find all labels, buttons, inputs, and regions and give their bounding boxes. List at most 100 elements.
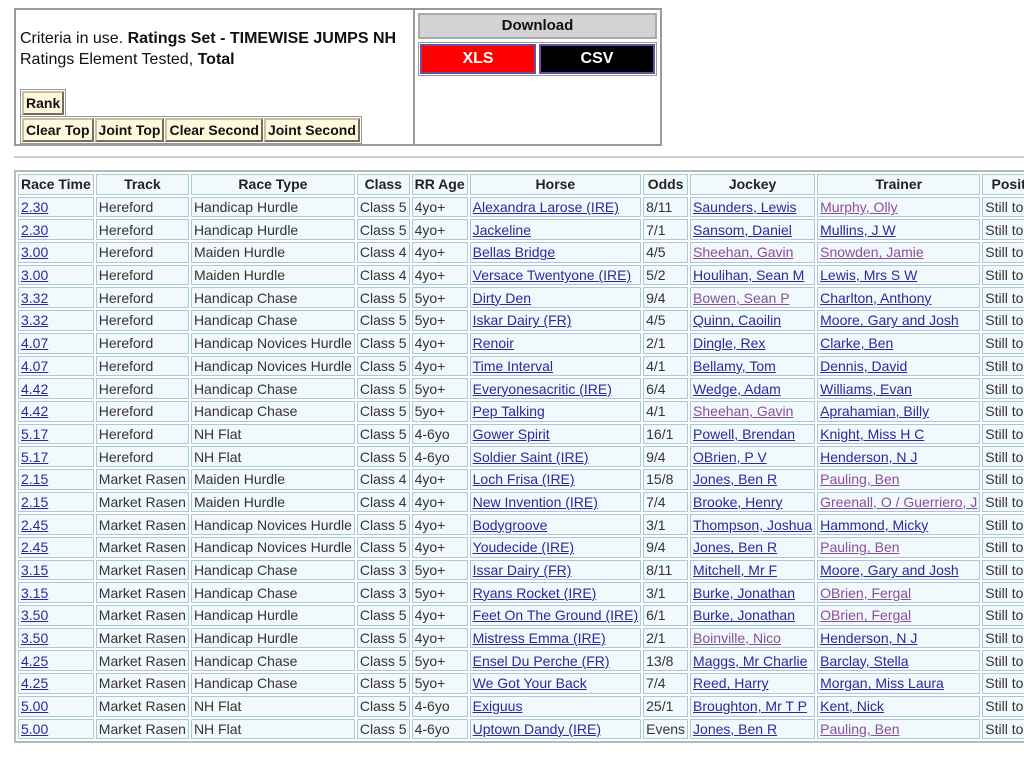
jockey-link[interactable]: Sheehan, Gavin bbox=[693, 403, 794, 420]
trainer-link[interactable]: Mullins, J W bbox=[820, 221, 896, 238]
horse-link[interactable]: Time Interval bbox=[472, 357, 554, 374]
jockey-link[interactable]: Broughton, Mr T P bbox=[693, 698, 807, 715]
race-time-link[interactable]: 2.30 bbox=[21, 199, 49, 216]
clear-top-button[interactable]: Clear Top bbox=[22, 118, 94, 142]
horse-link[interactable]: Everyonesacritic (IRE) bbox=[472, 380, 612, 397]
jockey-link[interactable]: Sheehan, Gavin bbox=[693, 244, 794, 261]
jockey-link[interactable]: Bowen, Sean P bbox=[693, 289, 790, 306]
horse-link[interactable]: Ensel Du Perche (FR) bbox=[472, 652, 610, 669]
horse-link[interactable]: Feet On The Ground (IRE) bbox=[472, 607, 639, 624]
race-time-link[interactable]: 2.45 bbox=[21, 516, 49, 533]
trainer-link[interactable]: Pauling, Ben bbox=[820, 720, 900, 737]
horse-link[interactable]: Pep Talking bbox=[472, 403, 545, 420]
trainer-link[interactable]: Henderson, N J bbox=[820, 448, 918, 465]
jockey-link[interactable]: Reed, Harry bbox=[693, 675, 769, 692]
trainer-link[interactable]: Aprahamian, Billy bbox=[820, 403, 930, 420]
race-time-link[interactable]: 2.15 bbox=[21, 493, 49, 510]
csv-download-button[interactable]: CSV bbox=[539, 44, 655, 74]
horse-link[interactable]: Iskar Dairy (FR) bbox=[472, 312, 572, 329]
trainer-link[interactable]: Charlton, Anthony bbox=[820, 289, 932, 306]
horse-link[interactable]: Versace Twentyone (IRE) bbox=[472, 267, 632, 284]
trainer-link[interactable]: Moore, Gary and Josh bbox=[820, 312, 959, 329]
race-time-link[interactable]: 3.32 bbox=[21, 312, 49, 329]
jockey-link[interactable]: Quinn, Caoilin bbox=[693, 312, 781, 329]
race-time-link[interactable]: 4.42 bbox=[21, 380, 49, 397]
horse-link[interactable]: Exiguus bbox=[472, 698, 523, 715]
horse-link[interactable]: New Invention (IRE) bbox=[472, 493, 598, 510]
joint-second-button[interactable]: Joint Second bbox=[263, 118, 360, 142]
race-time-link[interactable]: 3.15 bbox=[21, 584, 49, 601]
trainer-link[interactable]: Greenall, O / Guerriero, J bbox=[820, 493, 978, 510]
trainer-link[interactable]: Murphy, Olly bbox=[820, 199, 898, 216]
horse-link[interactable]: Renoir bbox=[472, 335, 514, 352]
race-time-link[interactable]: 5.17 bbox=[21, 425, 49, 442]
trainer-link[interactable]: Hammond, Micky bbox=[820, 516, 929, 533]
race-time-link[interactable]: 5.00 bbox=[21, 720, 49, 737]
horse-link[interactable]: We Got Your Back bbox=[472, 675, 587, 692]
trainer-link[interactable]: Snowden, Jamie bbox=[820, 244, 924, 261]
horse-link[interactable]: Mistress Emma (IRE) bbox=[472, 630, 606, 647]
horse-link[interactable]: Uptown Dandy (IRE) bbox=[472, 720, 602, 737]
joint-top-button[interactable]: Joint Top bbox=[94, 118, 165, 142]
xls-download-button[interactable]: XLS bbox=[420, 44, 536, 74]
race-time-link[interactable]: 3.32 bbox=[21, 289, 49, 306]
trainer-link[interactable]: Dennis, David bbox=[820, 357, 908, 374]
trainer-link[interactable]: Knight, Miss H C bbox=[820, 425, 925, 442]
clear-second-button[interactable]: Clear Second bbox=[165, 118, 263, 142]
trainer-link[interactable]: Pauling, Ben bbox=[820, 539, 900, 556]
jockey-link[interactable]: Houlihan, Sean M bbox=[693, 267, 805, 284]
trainer-link[interactable]: Moore, Gary and Josh bbox=[820, 562, 959, 579]
race-time-link[interactable]: 3.50 bbox=[21, 607, 49, 624]
jockey-link[interactable]: Brooke, Henry bbox=[693, 493, 783, 510]
jockey-link[interactable]: Jones, Ben R bbox=[693, 471, 778, 488]
race-time-link[interactable]: 3.50 bbox=[21, 630, 49, 647]
race-time-link[interactable]: 4.07 bbox=[21, 357, 49, 374]
jockey-link[interactable]: Maggs, Mr Charlie bbox=[693, 652, 808, 669]
trainer-link[interactable]: Kent, Nick bbox=[820, 698, 884, 715]
jockey-link[interactable]: Jones, Ben R bbox=[693, 539, 778, 556]
jockey-link[interactable]: Thompson, Joshua bbox=[693, 516, 813, 533]
jockey-link[interactable]: Bellamy, Tom bbox=[693, 357, 776, 374]
jockey-link[interactable]: Saunders, Lewis bbox=[693, 199, 797, 216]
race-time-link[interactable]: 2.45 bbox=[21, 539, 49, 556]
trainer-link[interactable]: Henderson, N J bbox=[820, 630, 918, 647]
race-time-link[interactable]: 3.00 bbox=[21, 267, 49, 284]
trainer-link[interactable]: OBrien, Fergal bbox=[820, 584, 912, 601]
rank-button[interactable]: Rank bbox=[22, 91, 65, 115]
horse-link[interactable]: Bodygroove bbox=[472, 516, 548, 533]
jockey-link[interactable]: Wedge, Adam bbox=[693, 380, 781, 397]
jockey-link[interactable]: OBrien, P V bbox=[693, 448, 767, 465]
jockey-link[interactable]: Burke, Jonathan bbox=[693, 584, 796, 601]
race-time-link[interactable]: 4.42 bbox=[21, 403, 49, 420]
horse-link[interactable]: Ryans Rocket (IRE) bbox=[472, 584, 597, 601]
jockey-link[interactable]: Powell, Brendan bbox=[693, 425, 795, 442]
race-time-link[interactable]: 3.00 bbox=[21, 244, 49, 261]
race-time-link[interactable]: 5.17 bbox=[21, 448, 49, 465]
race-time-link[interactable]: 2.30 bbox=[21, 221, 49, 238]
jockey-link[interactable]: Boinville, Nico bbox=[693, 630, 781, 647]
race-time-link[interactable]: 4.25 bbox=[21, 652, 49, 669]
horse-link[interactable]: Alexandra Larose (IRE) bbox=[472, 199, 619, 216]
race-time-link[interactable]: 4.25 bbox=[21, 675, 49, 692]
jockey-link[interactable]: Sansom, Daniel bbox=[693, 221, 792, 238]
jockey-link[interactable]: Mitchell, Mr F bbox=[693, 562, 778, 579]
trainer-link[interactable]: Lewis, Mrs S W bbox=[820, 267, 918, 284]
race-time-link[interactable]: 2.15 bbox=[21, 471, 49, 488]
race-time-link[interactable]: 3.15 bbox=[21, 562, 49, 579]
race-time-link[interactable]: 5.00 bbox=[21, 698, 49, 715]
horse-link[interactable]: Gower Spirit bbox=[472, 425, 550, 442]
jockey-link[interactable]: Burke, Jonathan bbox=[693, 607, 796, 624]
trainer-link[interactable]: Morgan, Miss Laura bbox=[820, 675, 944, 692]
trainer-link[interactable]: Williams, Evan bbox=[820, 380, 912, 397]
jockey-link[interactable]: Dingle, Rex bbox=[693, 335, 766, 352]
horse-link[interactable]: Loch Frisa (IRE) bbox=[472, 471, 575, 488]
trainer-link[interactable]: Pauling, Ben bbox=[820, 471, 900, 488]
horse-link[interactable]: Youdecide (IRE) bbox=[472, 539, 575, 556]
horse-link[interactable]: Jackeline bbox=[472, 221, 532, 238]
race-time-link[interactable]: 4.07 bbox=[21, 335, 49, 352]
horse-link[interactable]: Soldier Saint (IRE) bbox=[472, 448, 589, 465]
jockey-link[interactable]: Jones, Ben R bbox=[693, 720, 778, 737]
trainer-link[interactable]: Clarke, Ben bbox=[820, 335, 894, 352]
horse-link[interactable]: Dirty Den bbox=[472, 289, 531, 306]
trainer-link[interactable]: OBrien, Fergal bbox=[820, 607, 912, 624]
